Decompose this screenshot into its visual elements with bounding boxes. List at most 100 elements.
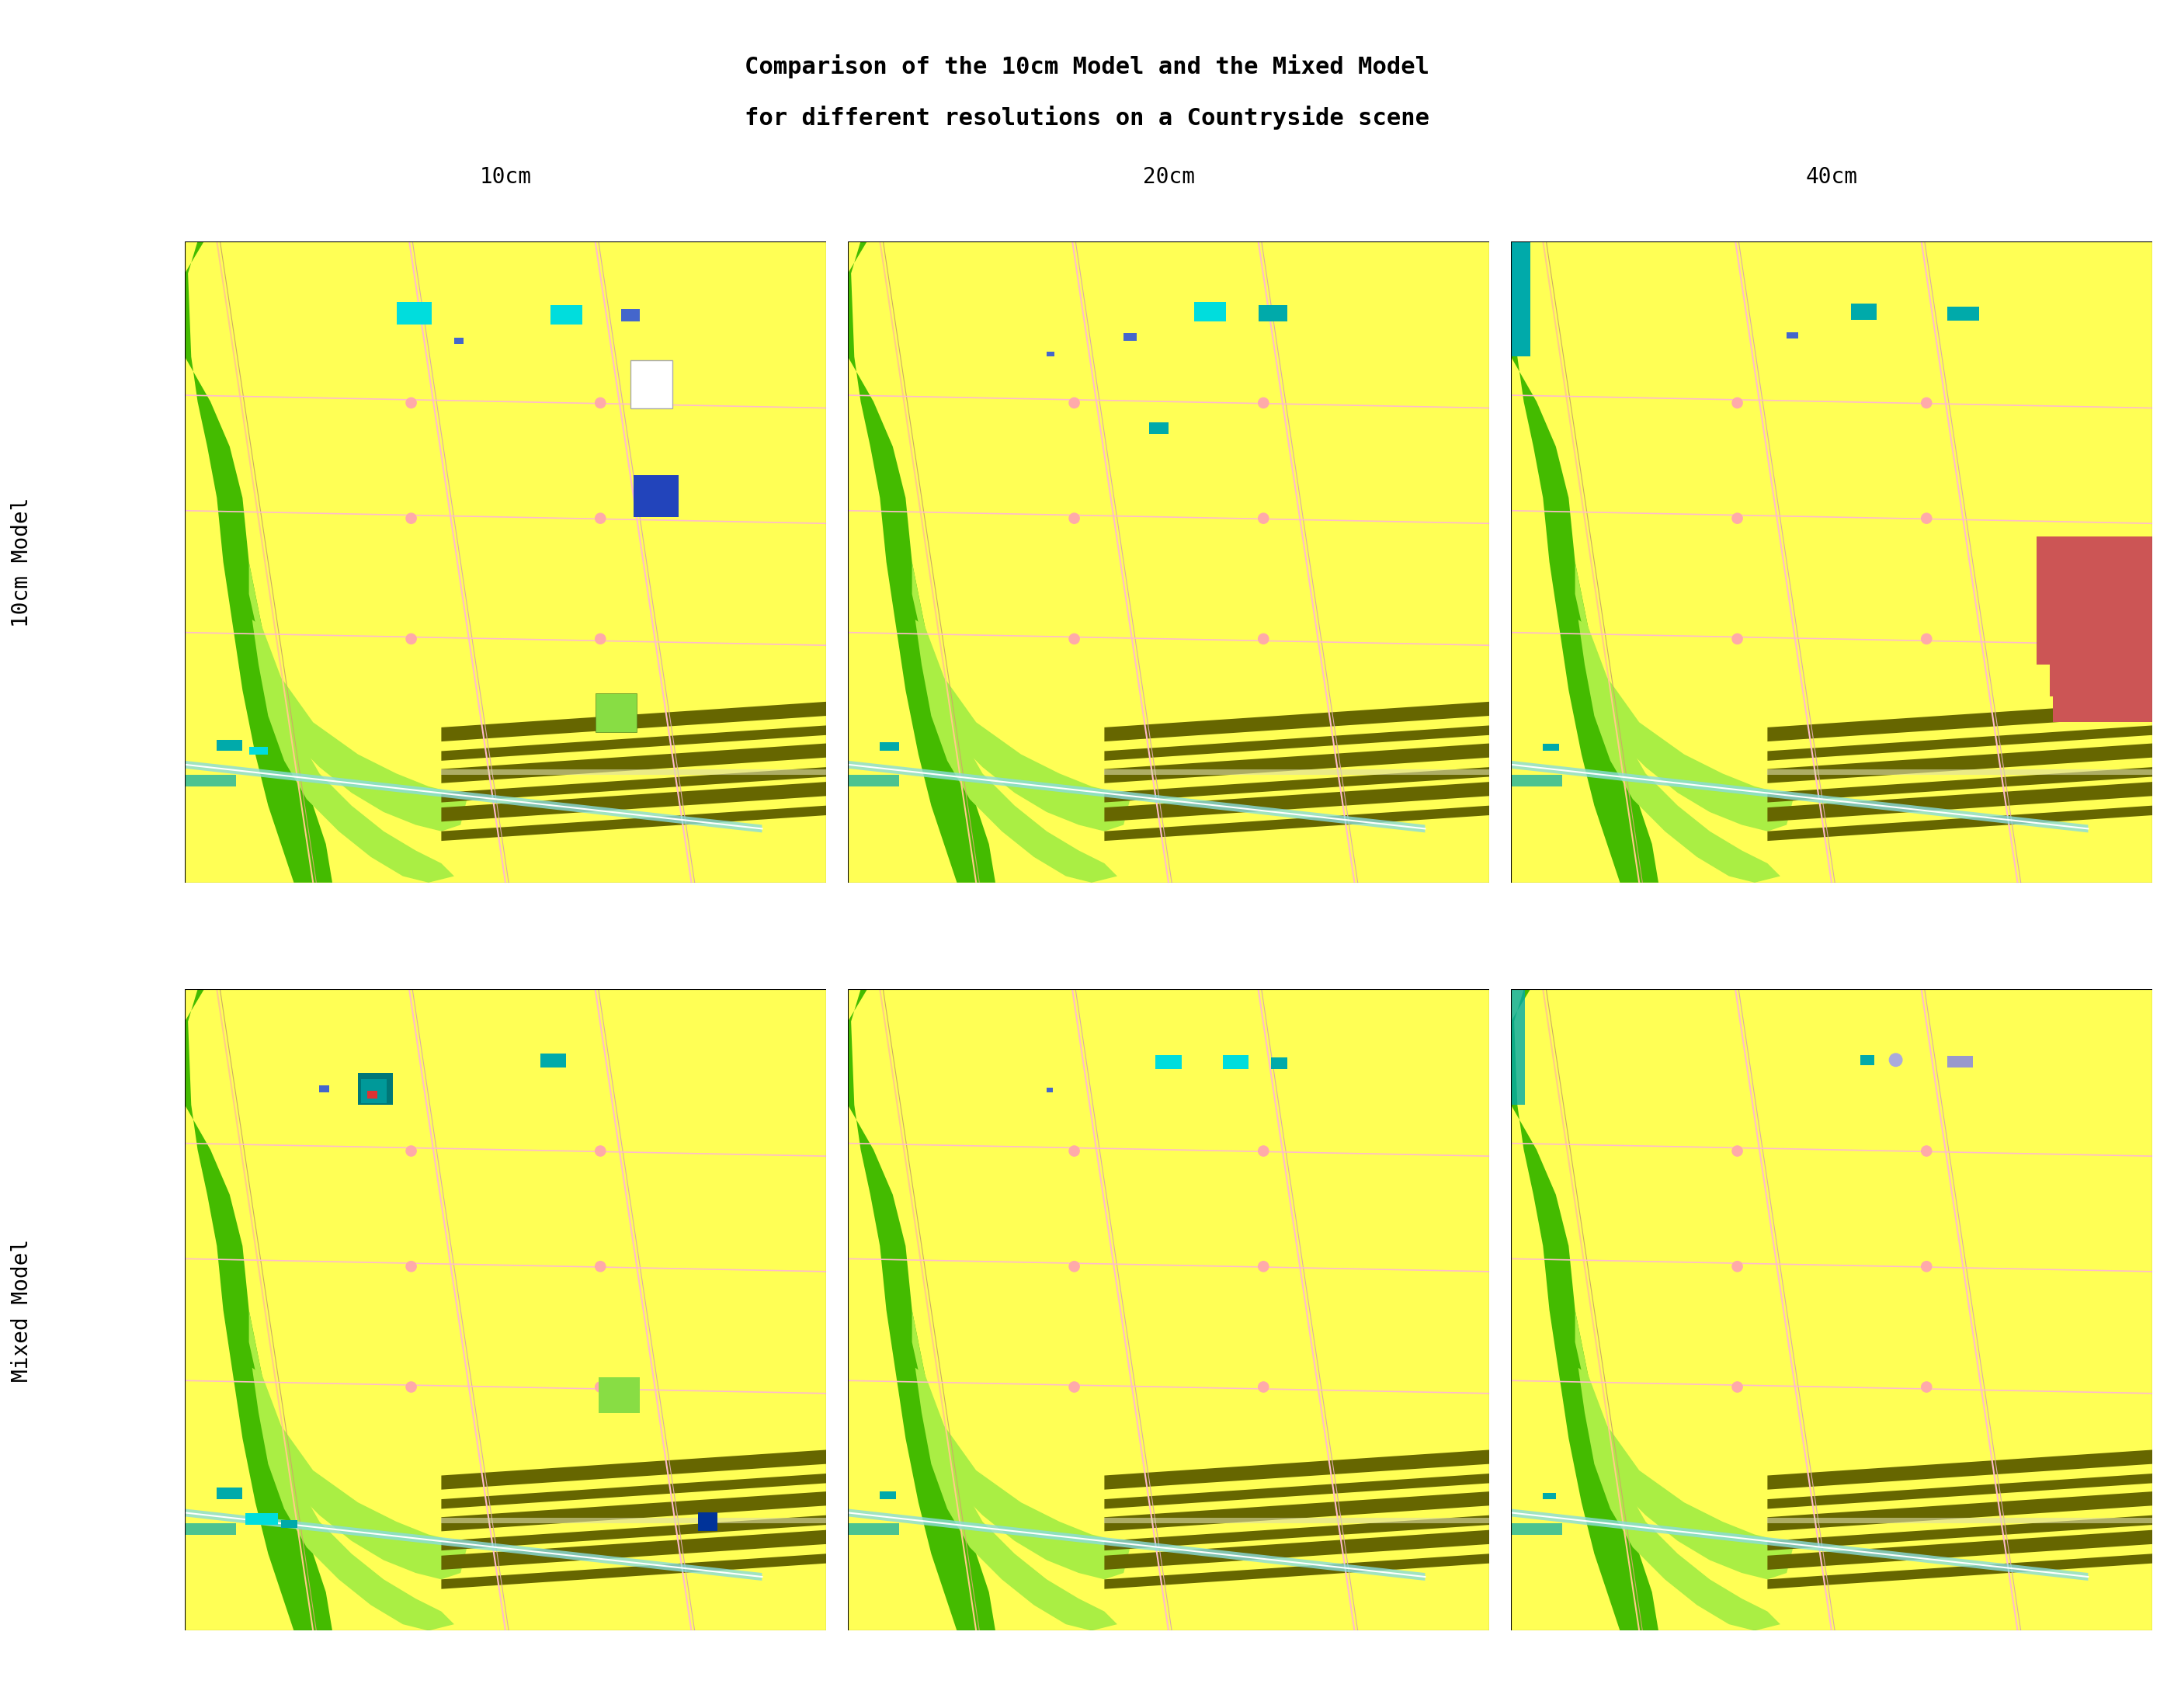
Polygon shape bbox=[913, 562, 1130, 832]
Bar bbox=[880, 743, 900, 752]
Polygon shape bbox=[1767, 1530, 2152, 1570]
Bar bbox=[1046, 352, 1054, 357]
Polygon shape bbox=[1767, 1450, 2152, 1489]
Polygon shape bbox=[1511, 989, 1659, 1631]
Polygon shape bbox=[441, 743, 826, 784]
Bar bbox=[550, 306, 583, 325]
Bar bbox=[1104, 770, 1489, 775]
Circle shape bbox=[407, 634, 415, 644]
Bar bbox=[1787, 333, 1798, 338]
Polygon shape bbox=[185, 760, 763, 832]
Bar bbox=[1511, 1524, 1563, 1534]
Polygon shape bbox=[441, 806, 826, 840]
Bar bbox=[1948, 307, 1978, 321]
Bar bbox=[361, 1079, 387, 1103]
Polygon shape bbox=[1578, 1368, 1781, 1631]
Bar bbox=[441, 1518, 826, 1524]
Text: for different resolutions on a Countryside scene: for different resolutions on a Countrysi… bbox=[744, 106, 1430, 130]
Circle shape bbox=[1922, 1146, 1933, 1156]
Circle shape bbox=[1733, 1146, 1741, 1156]
Bar bbox=[248, 746, 267, 755]
Circle shape bbox=[596, 1146, 607, 1156]
Bar bbox=[441, 770, 826, 775]
Circle shape bbox=[1070, 398, 1078, 408]
Circle shape bbox=[596, 512, 607, 523]
Bar bbox=[2050, 661, 2152, 697]
Polygon shape bbox=[1578, 620, 1781, 883]
Bar bbox=[1124, 333, 1137, 340]
Circle shape bbox=[1070, 512, 1078, 523]
Polygon shape bbox=[1104, 1554, 1489, 1588]
Polygon shape bbox=[1104, 726, 1489, 760]
Bar bbox=[246, 1513, 278, 1525]
Circle shape bbox=[1733, 634, 1741, 644]
Bar bbox=[1511, 989, 1524, 1105]
Bar bbox=[1850, 304, 1876, 319]
Polygon shape bbox=[441, 782, 826, 822]
Circle shape bbox=[596, 1382, 607, 1392]
Bar bbox=[1767, 1518, 2152, 1524]
Circle shape bbox=[1922, 1261, 1933, 1271]
Text: Mixed Model: Mixed Model bbox=[11, 1238, 33, 1382]
Bar bbox=[1194, 302, 1226, 321]
Polygon shape bbox=[1767, 743, 2152, 784]
Circle shape bbox=[596, 398, 607, 408]
Polygon shape bbox=[441, 1530, 826, 1570]
Circle shape bbox=[1922, 1382, 1933, 1392]
Polygon shape bbox=[1511, 1508, 2087, 1580]
Circle shape bbox=[1070, 634, 1078, 644]
Bar bbox=[185, 1524, 237, 1534]
Polygon shape bbox=[915, 620, 1117, 883]
Polygon shape bbox=[441, 1474, 826, 1508]
Bar bbox=[598, 1377, 639, 1413]
Polygon shape bbox=[252, 620, 454, 883]
Polygon shape bbox=[1767, 806, 2152, 840]
Polygon shape bbox=[441, 1491, 826, 1532]
Circle shape bbox=[407, 512, 415, 523]
Circle shape bbox=[407, 1261, 415, 1271]
Polygon shape bbox=[1104, 1474, 1489, 1508]
Circle shape bbox=[1259, 1261, 1270, 1271]
Polygon shape bbox=[1767, 767, 2152, 803]
Bar bbox=[1046, 1088, 1052, 1091]
Polygon shape bbox=[1767, 1474, 2152, 1508]
Bar bbox=[2052, 693, 2152, 722]
Polygon shape bbox=[1767, 782, 2152, 822]
Circle shape bbox=[1733, 512, 1741, 523]
Circle shape bbox=[407, 1146, 415, 1156]
Polygon shape bbox=[441, 767, 826, 803]
Polygon shape bbox=[1511, 760, 2087, 832]
Polygon shape bbox=[915, 1368, 1117, 1631]
Circle shape bbox=[407, 1382, 415, 1392]
Circle shape bbox=[1259, 512, 1270, 523]
Circle shape bbox=[1259, 634, 1270, 644]
Polygon shape bbox=[848, 241, 996, 883]
Circle shape bbox=[1259, 1146, 1270, 1156]
Polygon shape bbox=[913, 1310, 1130, 1580]
Polygon shape bbox=[248, 1310, 467, 1580]
Bar bbox=[185, 775, 237, 786]
Polygon shape bbox=[1104, 806, 1489, 840]
Bar bbox=[880, 1491, 896, 1500]
Bar bbox=[698, 1512, 717, 1532]
Bar bbox=[367, 1091, 378, 1098]
Polygon shape bbox=[441, 1450, 826, 1489]
Polygon shape bbox=[441, 1554, 826, 1588]
Bar bbox=[635, 475, 678, 518]
Polygon shape bbox=[185, 989, 333, 1631]
Circle shape bbox=[1070, 1261, 1078, 1271]
Polygon shape bbox=[252, 1368, 454, 1631]
Circle shape bbox=[1733, 1261, 1741, 1271]
Circle shape bbox=[1733, 398, 1741, 408]
Bar bbox=[396, 302, 433, 325]
Bar bbox=[1259, 306, 1287, 321]
Polygon shape bbox=[441, 726, 826, 760]
Circle shape bbox=[1889, 1054, 1902, 1066]
Bar bbox=[541, 1054, 567, 1068]
Bar bbox=[1150, 422, 1170, 434]
Bar bbox=[1104, 1518, 1489, 1524]
Bar bbox=[1767, 770, 2152, 775]
Circle shape bbox=[1259, 1382, 1270, 1392]
Bar bbox=[359, 1073, 393, 1105]
Polygon shape bbox=[1104, 1491, 1489, 1532]
